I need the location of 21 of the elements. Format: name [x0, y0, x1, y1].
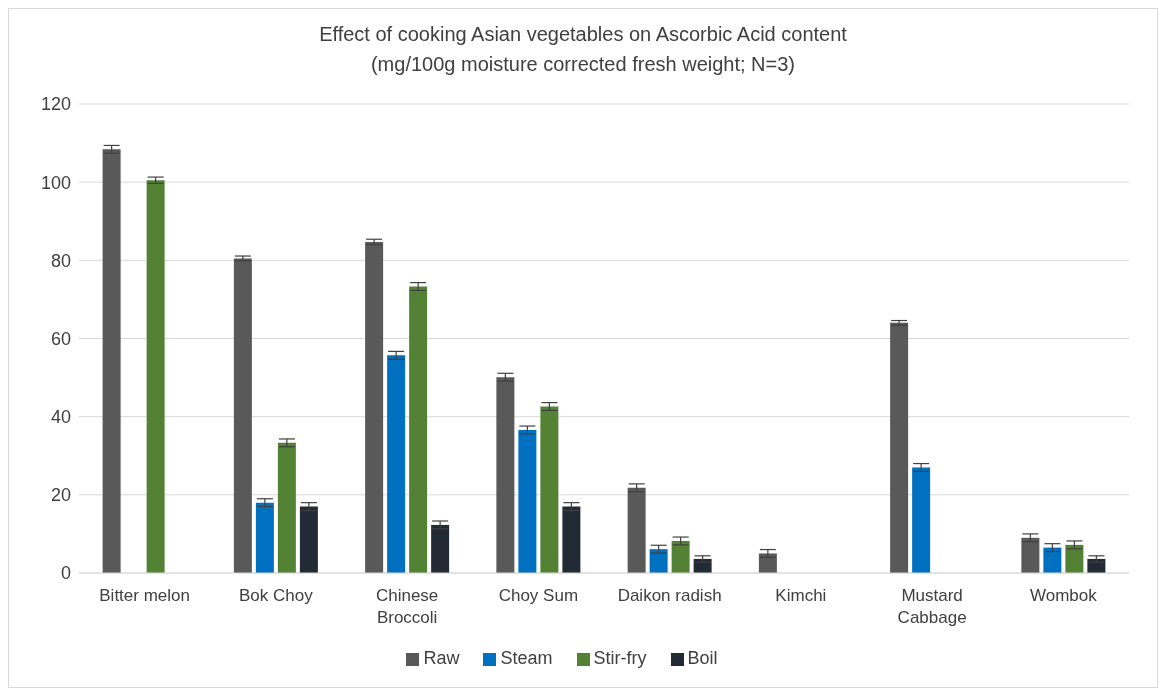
- legend-label: Boil: [687, 648, 718, 668]
- x-tick-label: Bok Choy: [239, 586, 314, 605]
- x-tick-label: Mustard Cabbage: [897, 586, 967, 627]
- y-tick-label: 100: [40, 172, 71, 193]
- y-tick-label: 40: [50, 407, 71, 428]
- x-tick-label: Kimchi: [775, 586, 827, 605]
- y-tick-label: 80: [50, 250, 71, 271]
- x-tick-label: Wombok: [1029, 586, 1098, 605]
- y-tick-label: 20: [50, 485, 71, 506]
- x-tick-label: Daikon radish: [617, 586, 722, 605]
- y-tick-label: 60: [50, 328, 71, 349]
- y-tick-label: 120: [40, 94, 71, 115]
- legend-label: Raw: [423, 648, 460, 668]
- legend-label: Stir-fry: [593, 648, 647, 668]
- chart-title: Effect of cooking Asian vegetables on Ascorbic Acid content: [318, 22, 848, 47]
- x-tick-label: Choy Sum: [498, 586, 579, 605]
- legend-label: Steam: [500, 648, 553, 668]
- x-tick-label: Bitter melon: [99, 586, 190, 605]
- x-tick-label: Chinese Broccoli: [375, 586, 439, 627]
- y-tick-label: 0: [60, 563, 71, 584]
- chart-subtitle: (mg/100g moisture corrected fresh weight; N=3): [369, 52, 797, 77]
